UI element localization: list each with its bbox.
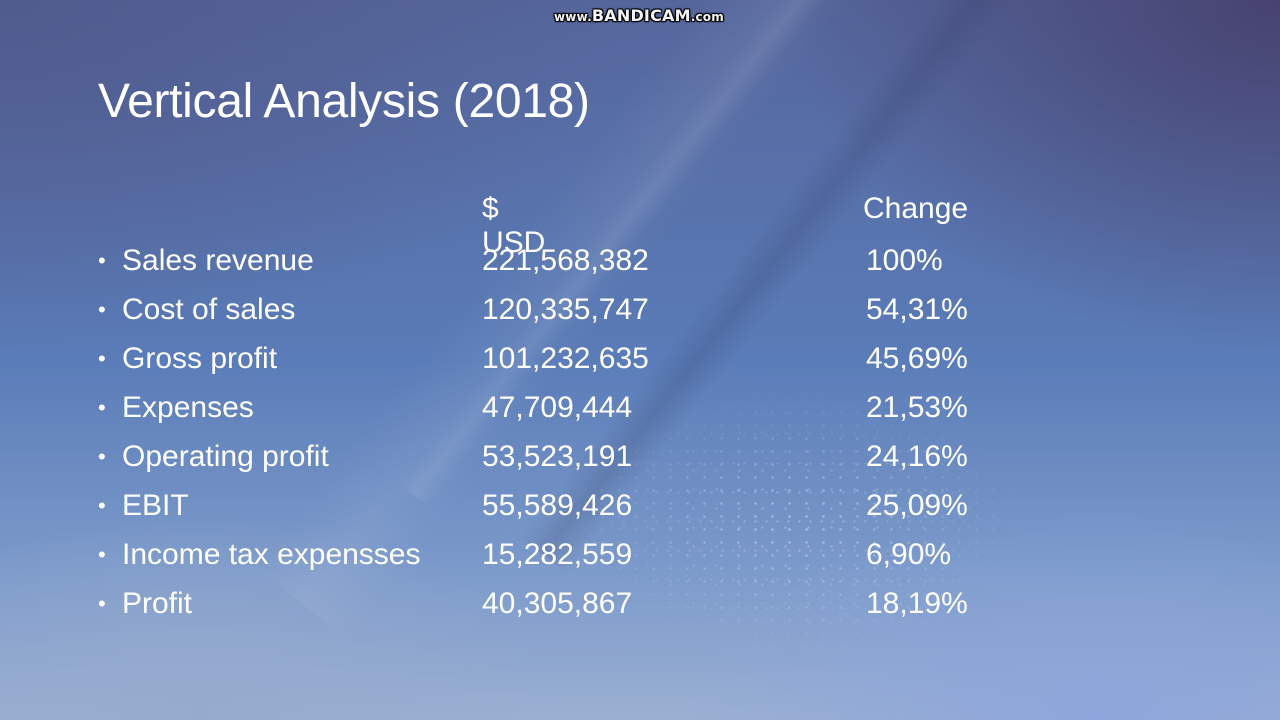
row-label: Gross profit xyxy=(122,342,278,375)
row-change-value: 6,90% xyxy=(866,538,952,571)
watermark-suffix: .com xyxy=(690,10,724,24)
row-change-value: 18,19% xyxy=(866,587,968,620)
row-label: Expenses xyxy=(122,391,254,424)
row-change-value: 25,09% xyxy=(866,489,968,522)
bullet-icon: • xyxy=(98,248,106,273)
column-header-usd: $ USD xyxy=(482,192,546,259)
bullet-icon: • xyxy=(98,542,106,567)
row-label: Operating profit xyxy=(122,440,329,473)
slide-title: Vertical Analysis (2018) xyxy=(98,75,590,128)
row-label: Sales revenue xyxy=(122,244,314,277)
row-label: Profit xyxy=(122,587,193,620)
bullet-icon: • xyxy=(98,346,106,371)
row-usd-value: 40,305,867 xyxy=(482,587,633,620)
watermark-prefix: www. xyxy=(554,10,592,24)
row-usd-value: 47,709,444 xyxy=(482,391,633,424)
row-usd-value: 15,282,559 xyxy=(482,538,633,571)
row-usd-value: 53,523,191 xyxy=(482,440,633,473)
row-usd-value: 120,335,747 xyxy=(482,293,649,326)
row-change-value: 21,53% xyxy=(866,391,968,424)
bandicam-watermark: www.BANDICAM.com xyxy=(516,6,762,25)
bullet-icon: • xyxy=(98,591,106,616)
bullet-icon: • xyxy=(98,493,106,518)
row-usd-value: 221,568,382 xyxy=(482,244,649,277)
row-change-value: 45,69% xyxy=(866,342,968,375)
row-usd-value: 55,589,426 xyxy=(482,489,633,522)
row-change-value: 24,16% xyxy=(866,440,968,473)
row-label: Cost of sales xyxy=(122,293,296,326)
row-change-value: 100% xyxy=(866,244,943,277)
row-usd-value: 101,232,635 xyxy=(482,342,649,375)
row-label: Income tax expensses xyxy=(122,538,421,571)
watermark-brand: BANDICAM xyxy=(591,6,691,25)
bullet-icon: • xyxy=(98,444,106,469)
background-starfield xyxy=(560,380,1080,700)
row-change-value: 54,31% xyxy=(866,293,968,326)
column-header-change: Change xyxy=(863,192,969,225)
bullet-icon: • xyxy=(98,297,106,322)
bullet-icon: • xyxy=(98,395,106,420)
row-label: EBIT xyxy=(122,489,189,522)
